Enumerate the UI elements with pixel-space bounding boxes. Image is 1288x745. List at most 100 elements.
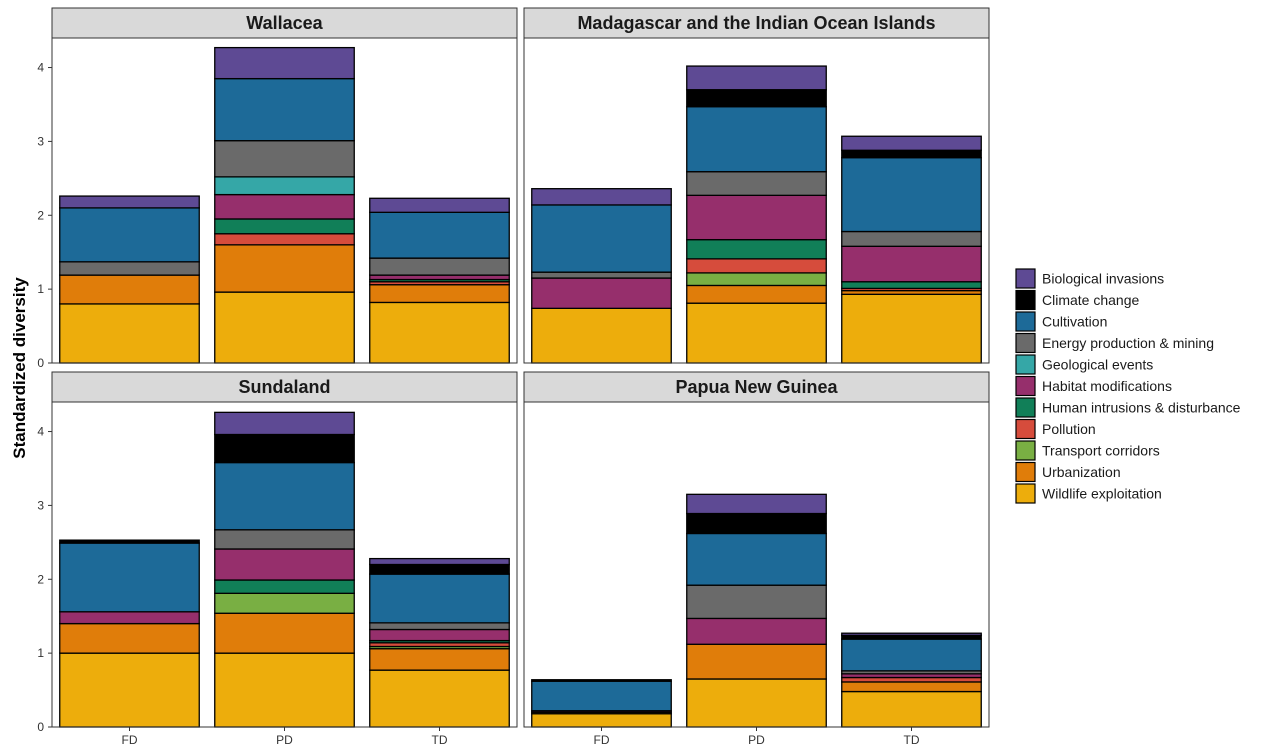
x-tick-label: FD	[122, 733, 138, 745]
bar-segment-urbanization	[214, 244, 355, 293]
legend: Biological invasions Climate change Cultiv…	[1015, 268, 1241, 504]
legend-swatch	[1015, 354, 1036, 375]
x-tick-label: FD	[594, 733, 610, 745]
bar-pd	[686, 493, 827, 728]
bar-fd	[59, 195, 200, 364]
legend-item-urbanization: Urbanization	[1015, 461, 1121, 483]
legend-label: Energy production & mining	[1042, 335, 1214, 351]
bar-segment-biological-invasions	[686, 493, 827, 515]
legend-item-biological-invasions: Biological invasions	[1015, 268, 1164, 289]
bar-pd	[686, 65, 827, 364]
panel-papua-new-guinea: Papua New Guinea FD PD TD	[523, 371, 990, 745]
legend-swatch	[1015, 332, 1036, 354]
legend-label: Human intrusions & disturbance	[1042, 400, 1241, 416]
legend-item-energy-production-and-mining: Energy production & mining	[1015, 332, 1214, 354]
bar-segment-urbanization	[369, 648, 510, 671]
bar-segment-climate-change	[59, 539, 200, 544]
bar-segment-wildlife-exploitation	[59, 303, 200, 364]
facet-strip	[523, 371, 990, 403]
bar-segment-climate-change	[531, 679, 672, 682]
bar-td	[369, 557, 510, 728]
bar-segment-biological-invasions	[841, 632, 982, 637]
bar-segment-biological-invasions	[369, 557, 510, 566]
legend-swatch	[1015, 483, 1036, 504]
bar-pd	[214, 411, 355, 728]
legend-label: Wildlife exploitation	[1042, 486, 1162, 502]
legend-swatch	[1015, 289, 1036, 311]
panel-wallacea: Wallacea 0 1 2 3 4	[37, 7, 518, 370]
panel-border	[51, 37, 518, 364]
bar-segment-habitat-modifications	[214, 548, 355, 581]
bar-segment-habitat-modifications	[214, 193, 355, 220]
bar-segment-cultivation	[369, 211, 510, 259]
bar-segment-energy-production-and-mining	[686, 171, 827, 196]
bar-segment-wildlife-exploitation	[59, 652, 200, 728]
legend-item-habitat-modifications: Habitat modifications	[1015, 375, 1172, 397]
bar-segment-urbanization	[369, 284, 510, 304]
bar-segment-biological-invasions	[214, 411, 355, 436]
bar-segment-biological-invasions	[686, 65, 827, 91]
facet-title: Wallacea	[246, 13, 323, 33]
legend-swatch	[1015, 418, 1036, 440]
legend-label: Urbanization	[1042, 464, 1121, 480]
legend-swatch	[1015, 397, 1036, 418]
facet-strip	[523, 7, 990, 39]
legend-item-cultivation: Cultivation	[1015, 311, 1107, 332]
bar-segment-habitat-modifications	[369, 628, 510, 642]
bar-segment-biological-invasions	[214, 46, 355, 80]
bar-segment-energy-production-and-mining	[214, 140, 355, 178]
facet-panels: Wallacea 0 1 2 3 4 Madagascar and the Indian O…	[37, 7, 990, 745]
legend-swatch	[1015, 461, 1036, 483]
bar-segment-climate-change	[841, 149, 982, 159]
y-tick-label: 4	[37, 61, 44, 75]
legend-label: Climate change	[1042, 292, 1139, 308]
panel-madagascar-and-the-indian-ocean-islands: Madagascar and the Indian Ocean Islands	[523, 7, 990, 364]
bar-segment-energy-production-and-mining	[214, 529, 355, 550]
bar-fd	[531, 679, 672, 728]
bar-segment-wildlife-exploitation	[686, 678, 827, 728]
bar-segment-wildlife-exploitation	[841, 690, 982, 728]
bar-td	[841, 632, 982, 728]
legend-item-geological-events: Geological events	[1015, 354, 1153, 375]
bar-segment-wildlife-exploitation	[531, 307, 672, 364]
bar-segment-habitat-modifications	[841, 245, 982, 283]
bar-segment-cultivation	[686, 106, 827, 173]
bar-segment-pollution	[841, 676, 982, 683]
y-tick-label: 2	[37, 572, 44, 586]
bar-segment-biological-invasions	[841, 135, 982, 151]
bar-segment-energy-production-and-mining	[531, 271, 672, 279]
legend-item-climate-change: Climate change	[1015, 289, 1139, 311]
bar-segment-cultivation	[531, 204, 672, 273]
bar-segment-human-intrusions-and-disturbance	[841, 281, 982, 290]
bar-td	[841, 135, 982, 364]
bar-segment-wildlife-exploitation	[214, 652, 355, 728]
bar-segment-wildlife-exploitation	[214, 291, 355, 364]
legend-item-transport-corridors: Transport corridors	[1015, 440, 1160, 461]
panel-border	[523, 37, 990, 364]
y-tick-label: 3	[37, 134, 44, 148]
bar-segment-wildlife-exploitation	[841, 293, 982, 364]
bar-segment-wildlife-exploitation	[369, 301, 510, 364]
legend-item-wildlife-exploitation: Wildlife exploitation	[1015, 483, 1162, 504]
x-tick-label: TD	[432, 733, 448, 745]
facet-strip	[51, 7, 518, 39]
legend-label: Pollution	[1042, 421, 1096, 437]
legend-label: Geological events	[1042, 357, 1153, 373]
bar-fd	[59, 539, 200, 728]
y-tick-label: 4	[37, 425, 44, 439]
bar-segment-cultivation	[531, 680, 672, 712]
bar-segment-urbanization	[214, 612, 355, 654]
bar-segment-wildlife-exploitation	[531, 713, 672, 728]
bar-segment-cultivation	[214, 77, 355, 142]
bar-segment-cultivation	[369, 573, 510, 624]
bar-segment-urbanization	[686, 643, 827, 680]
bar-segment-energy-production-and-mining	[686, 584, 827, 620]
bar-segment-cultivation	[686, 532, 827, 586]
bar-fd	[531, 188, 672, 364]
bar-segment-cultivation	[841, 638, 982, 672]
bar-td	[369, 197, 510, 364]
bar-segment-pollution	[214, 233, 355, 246]
bar-segment-biological-invasions	[531, 188, 672, 206]
bar-segment-energy-production-and-mining	[841, 230, 982, 247]
